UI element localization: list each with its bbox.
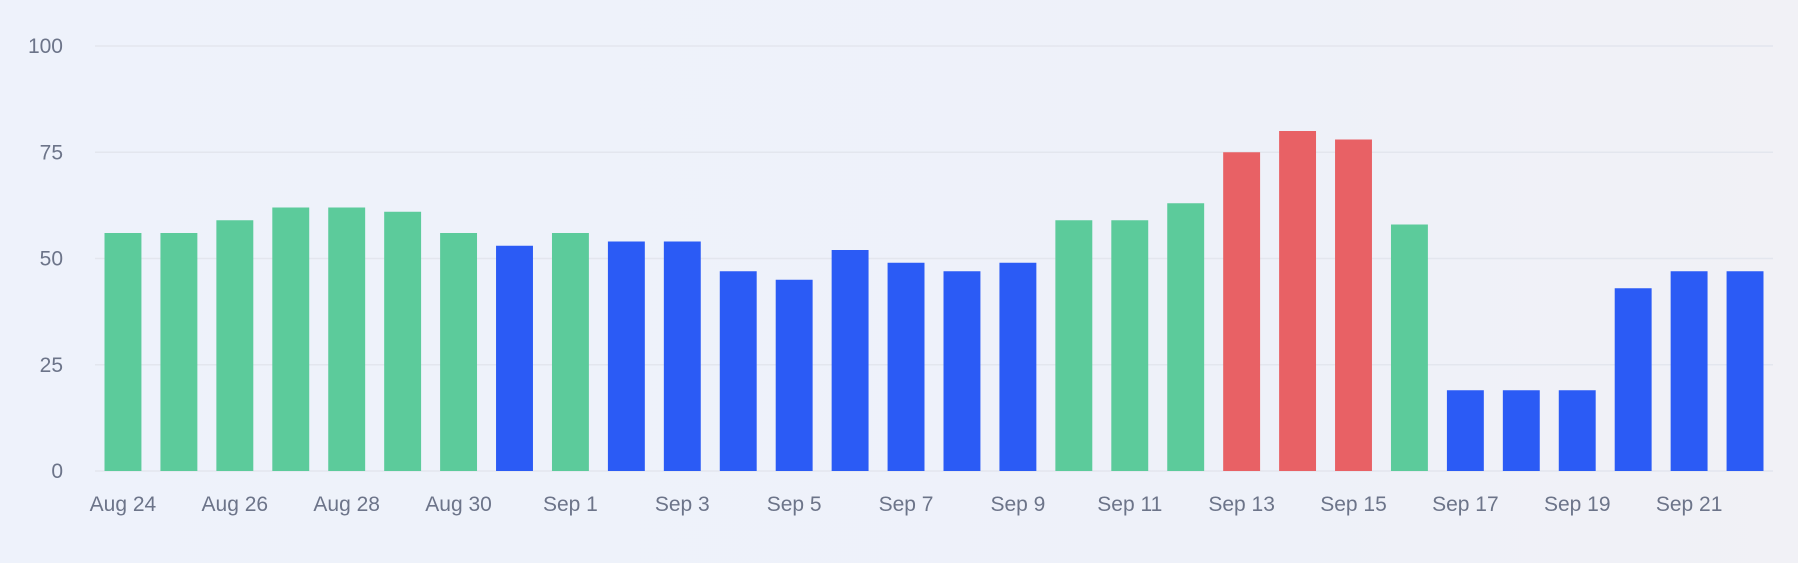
bar[interactable]: [1614, 288, 1652, 471]
bar[interactable]: [1111, 220, 1149, 471]
bar[interactable]: [999, 262, 1037, 471]
bar[interactable]: [1446, 390, 1484, 471]
bar[interactable]: [663, 241, 701, 472]
x-tick-label: Aug 28: [313, 493, 380, 516]
bar[interactable]: [440, 233, 478, 471]
bar[interactable]: [831, 250, 869, 471]
bar[interactable]: [719, 271, 757, 471]
grid-lines: [95, 45, 1773, 472]
bar[interactable]: [1502, 390, 1540, 471]
x-tick-label: Sep 7: [879, 493, 934, 516]
x-axis-tick-labels: Aug 24 Aug 26 Aug 28 Aug 30 Sep 1 Sep 3 Sep 5 S…: [90, 493, 1723, 516]
x-tick-label: Sep 19: [1544, 493, 1611, 516]
bar[interactable]: [1223, 152, 1261, 471]
bars: [104, 131, 1764, 472]
bar[interactable]: [272, 207, 310, 472]
bar[interactable]: [1670, 271, 1708, 471]
x-tick-label: Sep 1: [543, 493, 598, 516]
x-tick-label: Aug 24: [90, 493, 157, 516]
bar[interactable]: [775, 279, 813, 471]
bar[interactable]: [1279, 131, 1317, 471]
y-tick-label: 75: [40, 141, 63, 164]
bar[interactable]: [1167, 203, 1205, 471]
x-tick-label: Aug 26: [202, 493, 269, 516]
x-tick-label: Sep 21: [1656, 493, 1723, 516]
bar[interactable]: [384, 211, 422, 471]
bar[interactable]: [160, 233, 198, 471]
bar[interactable]: [104, 233, 142, 471]
bar[interactable]: [551, 233, 589, 471]
bar[interactable]: [496, 245, 533, 471]
bar[interactable]: [1726, 271, 1764, 471]
y-tick-label: 50: [40, 248, 63, 271]
bar[interactable]: [328, 207, 366, 472]
x-tick-label: Sep 15: [1320, 493, 1387, 516]
x-tick-label: Sep 3: [655, 493, 710, 516]
y-tick-label: 0: [51, 460, 63, 483]
bar[interactable]: [943, 271, 981, 471]
x-tick-label: Sep 9: [990, 493, 1045, 516]
y-tick-label: 25: [40, 354, 63, 377]
y-axis-tick-labels: 0 25 50 75 100: [28, 35, 63, 483]
y-tick-label: 100: [28, 35, 63, 58]
bar[interactable]: [1558, 390, 1596, 471]
x-tick-label: Sep 17: [1432, 493, 1499, 516]
bar[interactable]: [1055, 220, 1093, 471]
x-tick-label: Sep 11: [1097, 493, 1162, 516]
bar[interactable]: [216, 220, 254, 471]
bar[interactable]: [1390, 224, 1428, 472]
x-tick-label: Sep 13: [1208, 493, 1275, 516]
x-tick-label: Aug 30: [425, 493, 492, 516]
bar[interactable]: [887, 262, 925, 471]
bar[interactable]: [607, 241, 645, 472]
x-tick-label: Sep 5: [767, 493, 822, 516]
bar[interactable]: [1335, 139, 1372, 472]
